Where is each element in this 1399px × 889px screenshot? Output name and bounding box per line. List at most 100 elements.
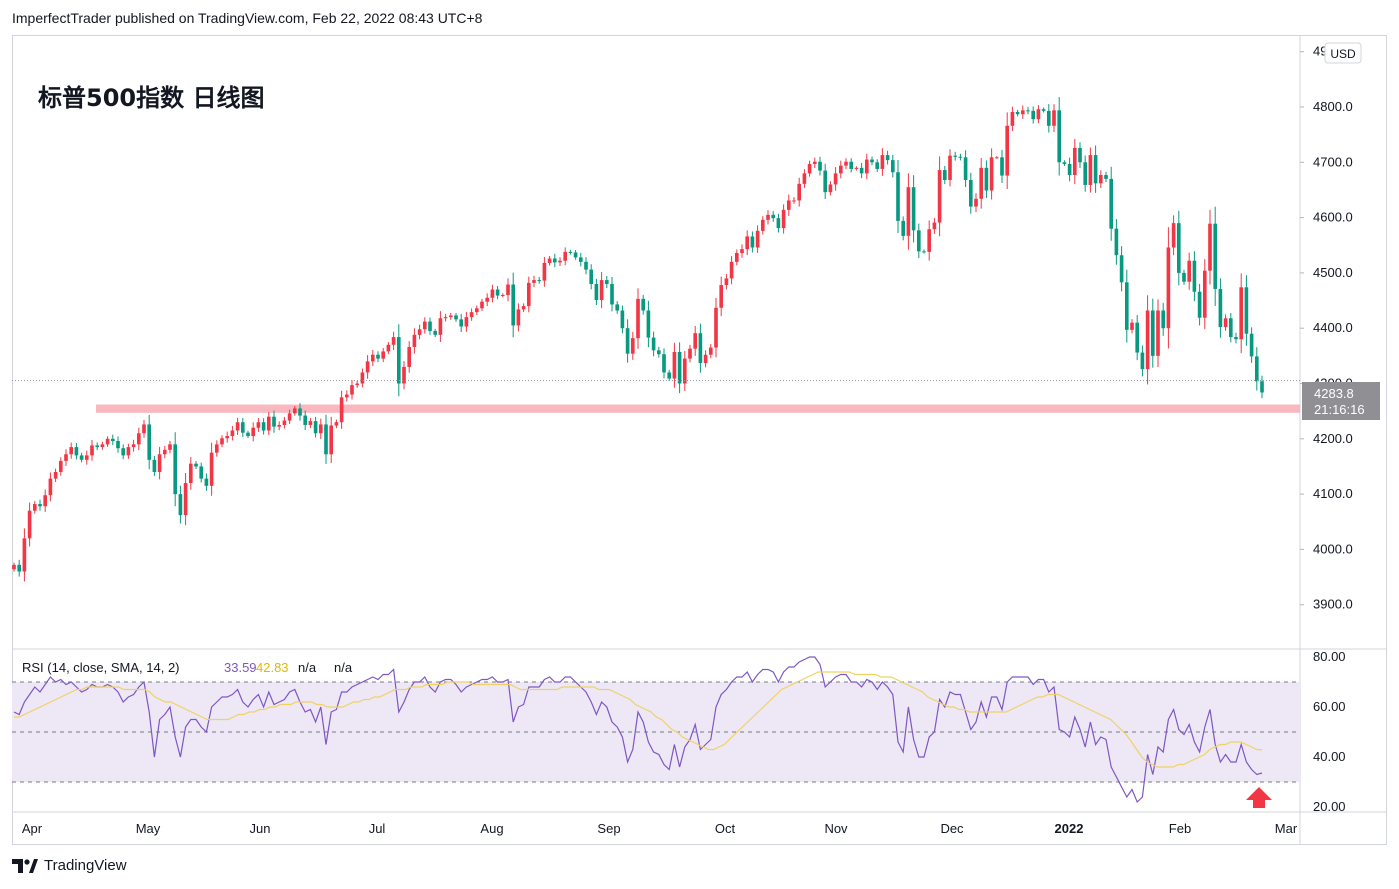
- candle: [110, 434, 115, 446]
- candle: [188, 456, 193, 490]
- candle-body: [1244, 287, 1249, 334]
- candle-body: [344, 394, 349, 398]
- candle: [454, 313, 458, 322]
- chart-frame: [12, 35, 1387, 845]
- candle: [615, 301, 620, 314]
- candle-body: [833, 173, 838, 185]
- candle-body: [69, 447, 74, 455]
- candle-body: [558, 260, 562, 263]
- candle: [1046, 104, 1051, 133]
- candle: [968, 172, 973, 214]
- candle-body: [958, 156, 963, 158]
- candle-body: [261, 422, 266, 431]
- candle: [584, 257, 588, 275]
- candle-body: [636, 298, 640, 339]
- candle: [714, 298, 718, 358]
- currency-badge-box[interactable]: [1324, 42, 1362, 64]
- candle-body: [1041, 109, 1046, 111]
- candle-body: [53, 471, 58, 479]
- candle-body: [329, 425, 334, 455]
- last-price-box: [1302, 382, 1380, 420]
- candle: [521, 303, 526, 313]
- candle-body: [552, 258, 557, 263]
- candle-body: [719, 285, 724, 308]
- candle: [979, 158, 984, 209]
- candle: [932, 217, 937, 234]
- candle-body: [32, 504, 37, 511]
- candle-body: [844, 161, 848, 166]
- candle-body: [17, 564, 22, 572]
- candle-body: [391, 337, 396, 345]
- candle-body: [1026, 110, 1030, 112]
- candle-body: [1093, 155, 1098, 184]
- candle-body: [1166, 247, 1171, 329]
- candle: [173, 432, 178, 507]
- candle: [589, 264, 594, 290]
- candle-body: [1104, 175, 1108, 179]
- candle: [448, 312, 453, 320]
- candle: [422, 317, 427, 334]
- candle: [1208, 209, 1212, 285]
- candle: [1161, 302, 1166, 336]
- candle: [818, 156, 822, 176]
- candle-body: [584, 261, 588, 270]
- candle: [901, 216, 906, 241]
- candle: [1234, 332, 1238, 344]
- candle: [142, 419, 146, 438]
- candle-body: [131, 444, 136, 448]
- candle: [1223, 314, 1228, 331]
- candle: [896, 160, 900, 234]
- candle: [1135, 315, 1140, 361]
- candle: [1145, 295, 1150, 385]
- rsi-tick-label: 80.00: [1313, 649, 1346, 664]
- candle-body: [984, 167, 989, 191]
- candle: [1072, 138, 1077, 185]
- last-price-label: 4283.8: [1314, 386, 1354, 401]
- candle: [53, 468, 58, 483]
- candle: [318, 418, 323, 440]
- candle-body: [688, 348, 692, 359]
- candle-body: [64, 454, 68, 461]
- candle: [734, 249, 739, 266]
- candle: [875, 159, 880, 172]
- candle: [719, 276, 724, 317]
- candle-body: [256, 422, 261, 428]
- candle-body: [1083, 162, 1088, 185]
- candle: [1015, 109, 1020, 117]
- candle-body: [849, 161, 854, 169]
- candle: [469, 308, 474, 321]
- candle-body: [828, 184, 833, 193]
- candle-body: [989, 157, 994, 191]
- time-axis-label: Oct: [715, 821, 736, 836]
- candle-body: [786, 200, 791, 210]
- rsi-legend[interactable]: RSI (14, close, SMA, 14, 2) 33.59 42.83 …: [22, 660, 353, 675]
- candle-body: [906, 187, 911, 236]
- footer: TradingView: [12, 857, 127, 874]
- candle-body: [162, 449, 167, 455]
- candle-body: [1228, 318, 1233, 338]
- candle-body: [922, 251, 926, 253]
- candle: [412, 328, 417, 354]
- candle-body: [823, 170, 828, 193]
- candle: [1244, 275, 1249, 346]
- candle-body: [168, 444, 172, 450]
- time-axis-label: 2022: [1055, 821, 1084, 836]
- candle-body: [864, 159, 869, 174]
- candle: [1218, 278, 1223, 338]
- candle-body: [760, 219, 765, 231]
- candle: [568, 249, 573, 255]
- tradingview-brand: TradingView: [44, 857, 127, 874]
- candle: [703, 350, 708, 368]
- publisher-header: ImperfectTrader published on TradingView…: [12, 10, 483, 26]
- price-tick-label: 4000.0: [1313, 541, 1353, 556]
- candle-body: [209, 452, 214, 486]
- candle: [641, 294, 646, 315]
- candle: [22, 528, 27, 582]
- candle: [235, 417, 240, 435]
- candle-body: [464, 317, 469, 327]
- candle-body: [1031, 110, 1036, 120]
- candle-body: [360, 372, 365, 384]
- currency-badge[interactable]: USD: [1330, 47, 1356, 61]
- time-axis-label: Mar: [1275, 821, 1298, 836]
